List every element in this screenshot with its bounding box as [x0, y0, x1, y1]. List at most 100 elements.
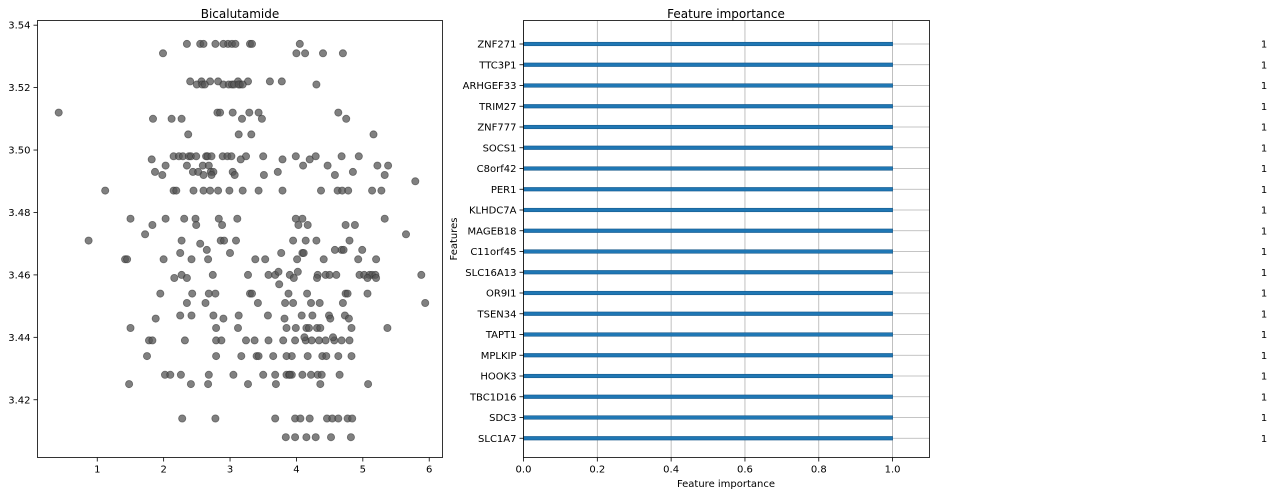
bar-value-label: 1 — [1261, 309, 1267, 320]
feature-label: C11orf45 — [470, 247, 516, 258]
feature-label: KLHDC7A — [469, 206, 517, 217]
scatter-point — [338, 298, 347, 307]
scatter-point — [187, 255, 196, 264]
feature-label: SOCS1 — [483, 143, 517, 154]
bar-value-label: 1 — [1261, 226, 1267, 237]
scatter-point — [295, 39, 304, 48]
y-tick-label: 3.54 — [8, 21, 30, 32]
bar-value-label: 1 — [1261, 60, 1267, 71]
scatter-point — [238, 80, 247, 89]
scatter-point — [321, 336, 330, 345]
scatter-point — [338, 49, 347, 58]
scatter-point — [364, 380, 373, 389]
scatter-point — [305, 414, 314, 423]
scatter-point — [251, 255, 260, 264]
x-tick-label: 0.8 — [811, 465, 827, 476]
scatter-point — [274, 267, 283, 276]
scatter-point — [170, 273, 179, 282]
scatter-point — [123, 255, 132, 264]
scatter-point — [187, 311, 196, 320]
feature-label: TSEN34 — [477, 309, 517, 320]
scatter-point — [348, 167, 357, 176]
scatter-point — [369, 130, 378, 139]
scatter-point — [245, 108, 254, 117]
feature-label: ZNF271 — [477, 40, 516, 51]
scatter-point — [243, 380, 252, 389]
scatter-point — [126, 323, 135, 332]
scatter-point — [302, 433, 311, 442]
scatter-point — [317, 370, 326, 379]
scatter-point — [277, 77, 286, 86]
feature-label: TBC1D16 — [469, 392, 517, 403]
scatter-point — [421, 298, 430, 307]
scatter-point — [186, 77, 195, 86]
scatter-point — [305, 155, 314, 164]
feature-label: MPLKIP — [481, 351, 517, 362]
scatter-point — [334, 414, 343, 423]
scatter-point — [291, 152, 300, 161]
scatter-point — [411, 177, 420, 186]
scatter-point — [247, 130, 256, 139]
bar-y-axis: ZNF271 TTC3P1 ARHGEF33 TRIM27 ZNF777 SOCS1 C8o… — [463, 40, 524, 445]
scatter-point — [271, 370, 280, 379]
scatter-point — [334, 352, 343, 361]
scatter-point — [142, 352, 151, 361]
scatter-point — [177, 236, 186, 245]
scatter-point — [231, 39, 240, 48]
scatter-point — [269, 352, 278, 361]
bar-y-axis-label: Features — [449, 218, 460, 261]
scatter-point — [254, 108, 263, 117]
scatter-point — [337, 152, 346, 161]
x-tick-label: 4 — [293, 465, 299, 476]
scatter-point — [328, 333, 337, 342]
y-tick-label: 3.52 — [8, 83, 30, 94]
feature-label: SLC1A7 — [478, 434, 516, 445]
scatter-point — [363, 289, 372, 298]
x-tick-label: 0.6 — [737, 465, 753, 476]
scatter-point — [316, 323, 325, 332]
scatter-point — [304, 323, 313, 332]
scatter-point — [348, 414, 357, 423]
scatter-point — [182, 273, 191, 282]
scatter-point — [250, 336, 259, 345]
scatter-point — [247, 39, 256, 48]
bar — [523, 41, 893, 47]
scatter-point — [243, 270, 252, 279]
scatter-point — [372, 273, 381, 282]
scatter-point — [284, 289, 293, 298]
scatter-point — [303, 289, 312, 298]
scatter-point — [282, 352, 291, 361]
scatter-point — [148, 114, 157, 123]
scatter-point — [236, 155, 245, 164]
scatter-point — [225, 186, 234, 195]
scatter-point — [214, 186, 223, 195]
scatter-point — [291, 336, 300, 345]
scatter-point — [217, 336, 226, 345]
scatter-point — [214, 214, 223, 223]
scatter-point — [335, 370, 344, 379]
bar — [523, 436, 893, 441]
scatter-point — [325, 270, 334, 279]
scatter-point — [278, 186, 287, 195]
scatter-point — [204, 255, 213, 264]
scatter-point — [293, 267, 302, 276]
scatter-point — [212, 323, 221, 332]
scatter-point — [199, 170, 208, 179]
feature-label: HOOK3 — [480, 372, 516, 383]
scatter-point — [343, 289, 352, 298]
scatter-point — [282, 323, 291, 332]
scatter-point — [241, 336, 250, 345]
scatter-point — [199, 186, 208, 195]
bar-value-label: 1 — [1261, 392, 1267, 403]
scatter-point — [339, 245, 348, 254]
scatter-point — [150, 167, 159, 176]
scatter-point — [289, 298, 298, 307]
bar — [523, 83, 893, 88]
bar — [523, 249, 893, 254]
bar-value-label: 1 — [1261, 434, 1267, 445]
bar-value-label: 1 — [1261, 164, 1267, 175]
scatter-point — [188, 289, 197, 298]
scatter-point — [346, 433, 355, 442]
scatter-point — [354, 255, 363, 264]
scatter-point — [368, 186, 377, 195]
